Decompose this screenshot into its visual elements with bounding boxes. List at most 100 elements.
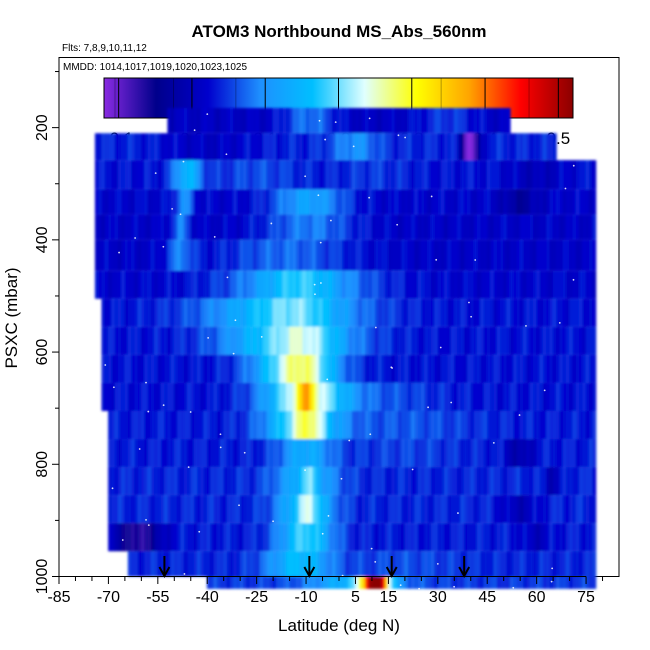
heatmap-cell [549,439,554,468]
heatmap-cell [111,410,116,440]
heatmap-cell [328,298,333,327]
heatmap-cell [335,495,340,524]
heatmap-cell [249,495,254,524]
heatmap-cell [493,495,498,524]
heatmap-cell [562,298,567,327]
heatmap-cell [312,107,317,134]
heatmap-cell [279,189,284,215]
heatmap-cell [500,270,505,299]
heatmap-cell [328,467,333,496]
heatmap-cell [262,298,267,327]
heatmap-cell [226,467,231,496]
heatmap-cell [289,160,294,190]
heatmap-cell [490,270,495,299]
heatmap-cell [276,495,281,524]
heatmap-cell [490,576,495,589]
heatmap-cell [493,160,498,190]
observation-dot [162,404,165,407]
heatmap-cell [210,214,215,240]
heatmap-cell [483,576,488,589]
heatmap-cell [585,523,590,552]
heatmap-cell [417,214,422,240]
heatmap-cell [371,439,376,468]
heatmap-cell [200,214,205,240]
heatmap-cell [552,495,557,524]
observation-dot [179,213,182,216]
heatmap-cell [582,576,587,589]
heatmap-cell [338,439,343,468]
heatmap-cell [276,576,281,589]
heatmap-cell [480,239,485,271]
heatmap-cell [325,410,330,440]
heatmap-cell [187,410,192,440]
heatmap-cell [516,523,521,552]
heatmap-cell [496,270,501,299]
heatmap-cell [282,382,287,411]
heatmap-cell [111,467,116,496]
heatmap-cell [397,133,402,161]
heatmap-cell [183,107,188,134]
heatmap-cell [167,354,172,383]
heatmap-cell [569,160,574,190]
heatmap-cell [374,523,379,552]
heatmap-cell [378,382,383,411]
heatmap-cell [414,382,419,411]
heatmap-cell [572,439,577,468]
heatmap-cell [526,354,531,383]
heatmap-cell [509,189,514,215]
heatmap-cell [285,439,290,468]
heatmap-cell [197,160,201,190]
heatmap-cell [121,523,126,552]
heatmap-cell [137,382,142,411]
heatmap-cell [160,239,165,271]
heatmap-cell [335,270,340,299]
heatmap-cell [193,189,198,215]
heatmap-cell [355,495,360,524]
heatmap-cell [513,382,518,411]
heatmap-cell [295,410,300,440]
heatmap-cell [131,214,136,240]
heatmap-cell [500,495,505,524]
heatmap-cell [246,298,251,327]
heatmap-cell [556,495,561,524]
heatmap-cell [160,495,165,524]
heatmap-cell [154,270,159,299]
heatmap-cell [345,576,350,589]
heatmap-cell [585,551,590,577]
heatmap-cell [460,467,465,496]
heatmap-cell [361,298,366,327]
heatmap-cell [529,382,534,411]
heatmap-cell [368,495,373,524]
heatmap-cell [312,326,317,355]
heatmap-cell [259,133,264,161]
heatmap-cell [391,382,396,411]
heatmap-cell [503,354,508,383]
heatmap-cell [519,298,524,327]
heatmap-cell [137,354,142,383]
heatmap-cell [500,189,505,215]
heatmap-cell [332,382,337,411]
heatmap-cell [542,382,547,411]
heatmap-cell [325,107,330,134]
heatmap-cell [562,214,567,240]
heatmap-cell [539,576,544,589]
heatmap-cell [411,270,416,299]
observation-dot [232,352,235,355]
heatmap-cell [411,382,416,411]
heatmap-cell [341,523,346,552]
observation-dot [189,411,192,413]
heatmap-cell [246,382,251,411]
heatmap-cell [154,298,159,327]
heatmap-cell [559,214,564,240]
heatmap-cell [272,523,277,552]
heatmap-cell [589,495,593,524]
heatmap-cell [549,467,554,496]
heatmap-cell [239,551,244,577]
heatmap-cell [262,439,267,468]
heatmap-cell [276,189,281,215]
heatmap-cell [447,160,452,190]
heatmap-cell [523,270,528,299]
heatmap-cell [276,410,281,440]
heatmap-cell [318,439,323,468]
heatmap-cell [470,160,475,190]
